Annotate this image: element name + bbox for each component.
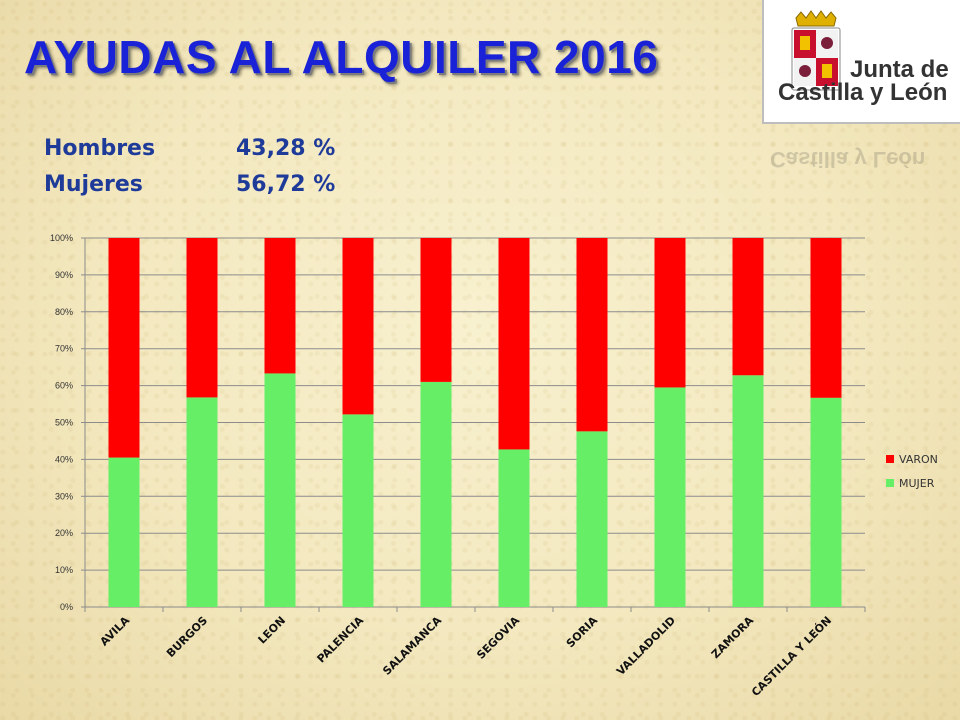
y-tick-label: 70% <box>55 344 73 354</box>
bar-varon <box>342 238 374 415</box>
x-category-label: AVILA <box>98 614 133 649</box>
y-tick-label: 50% <box>55 418 73 428</box>
y-tick-label: 80% <box>55 307 73 317</box>
y-tick-label: 20% <box>55 528 73 538</box>
bar-varon <box>732 238 764 376</box>
logo-reflection: Castilla y León <box>770 147 926 170</box>
y-tick-label: 100% <box>50 233 73 243</box>
x-category-label: VALLADOLID <box>614 614 678 678</box>
bar-mujer <box>108 457 140 607</box>
stat-value: 56,72 % <box>236 171 336 197</box>
x-category-label: BURGOS <box>164 614 210 660</box>
page-title: AYUDAS AL ALQUILER 2016 <box>24 31 659 83</box>
x-category-label: CASTILLA Y LEÓN <box>749 614 834 699</box>
bar-mujer <box>342 414 374 607</box>
chart-legend: VARON MUJER <box>886 453 938 490</box>
logo-line1: Junta de <box>850 56 949 83</box>
bar-varon <box>186 238 218 398</box>
bar-mujer <box>420 381 452 607</box>
bar-varon <box>654 238 686 388</box>
logo-text: Junta de Castilla y León <box>778 56 949 105</box>
bar-mujer <box>264 373 296 607</box>
bar-varon <box>420 238 452 382</box>
coat-of-arms-icon <box>791 10 841 91</box>
logo-line2: Castilla y León <box>778 79 948 106</box>
x-category-label: SORIA <box>564 614 601 651</box>
y-tick-label: 40% <box>55 454 73 464</box>
bar-mujer <box>186 397 218 607</box>
x-category-label: LEON <box>256 614 289 647</box>
y-tick-label: 60% <box>55 381 73 391</box>
bar-varon <box>108 238 140 458</box>
gender-stats: Hombres 43,28 % Mujeres 56,72 % <box>44 130 335 202</box>
junta-logo: Junta de Castilla y León <box>762 0 960 124</box>
x-category-label: ZAMORA <box>709 614 757 662</box>
y-tick-label: 10% <box>55 565 73 575</box>
stacked-bar-chart: 0% 10% 20% 30% 40% 50% 60% 70% 80% 90% 100% AVILA B… <box>50 233 938 699</box>
stat-value: 43,28 % <box>236 135 336 161</box>
bar-mujer <box>810 397 842 607</box>
stat-row-mujeres: Mujeres 56,72 % <box>44 166 335 202</box>
bar-varon <box>498 238 530 450</box>
legend-swatch-varon <box>886 455 894 463</box>
bar-varon <box>264 238 296 374</box>
bar-series <box>108 238 842 607</box>
y-axis-ticks: 0% 10% 20% 30% 40% 50% 60% 70% 80% 90% 100% <box>50 233 85 612</box>
bar-varon <box>576 238 608 432</box>
bar-mujer <box>732 375 764 607</box>
legend-swatch-mujer <box>886 479 894 487</box>
y-tick-label: 30% <box>55 491 73 501</box>
bar-mujer <box>576 431 608 607</box>
legend-label: MUJER <box>899 477 935 490</box>
x-axis-categories: AVILA BURGOS LEON PALENCIA SALAMANCA SEGOVIA S… <box>98 614 835 699</box>
stat-label: Hombres <box>44 135 156 161</box>
x-category-label: PALENCIA <box>315 614 367 666</box>
stat-row-hombres: Hombres 43,28 % <box>44 130 335 166</box>
y-tick-label: 0% <box>60 602 73 612</box>
legend-label: VARON <box>899 453 938 466</box>
bar-mujer <box>498 449 530 607</box>
y-tick-label: 90% <box>55 270 73 280</box>
stat-label: Mujeres <box>44 171 143 197</box>
x-category-label: SALAMANCA <box>380 614 444 678</box>
bar-varon <box>810 238 842 398</box>
x-category-label: SEGOVIA <box>474 614 522 662</box>
bar-mujer <box>654 387 686 607</box>
